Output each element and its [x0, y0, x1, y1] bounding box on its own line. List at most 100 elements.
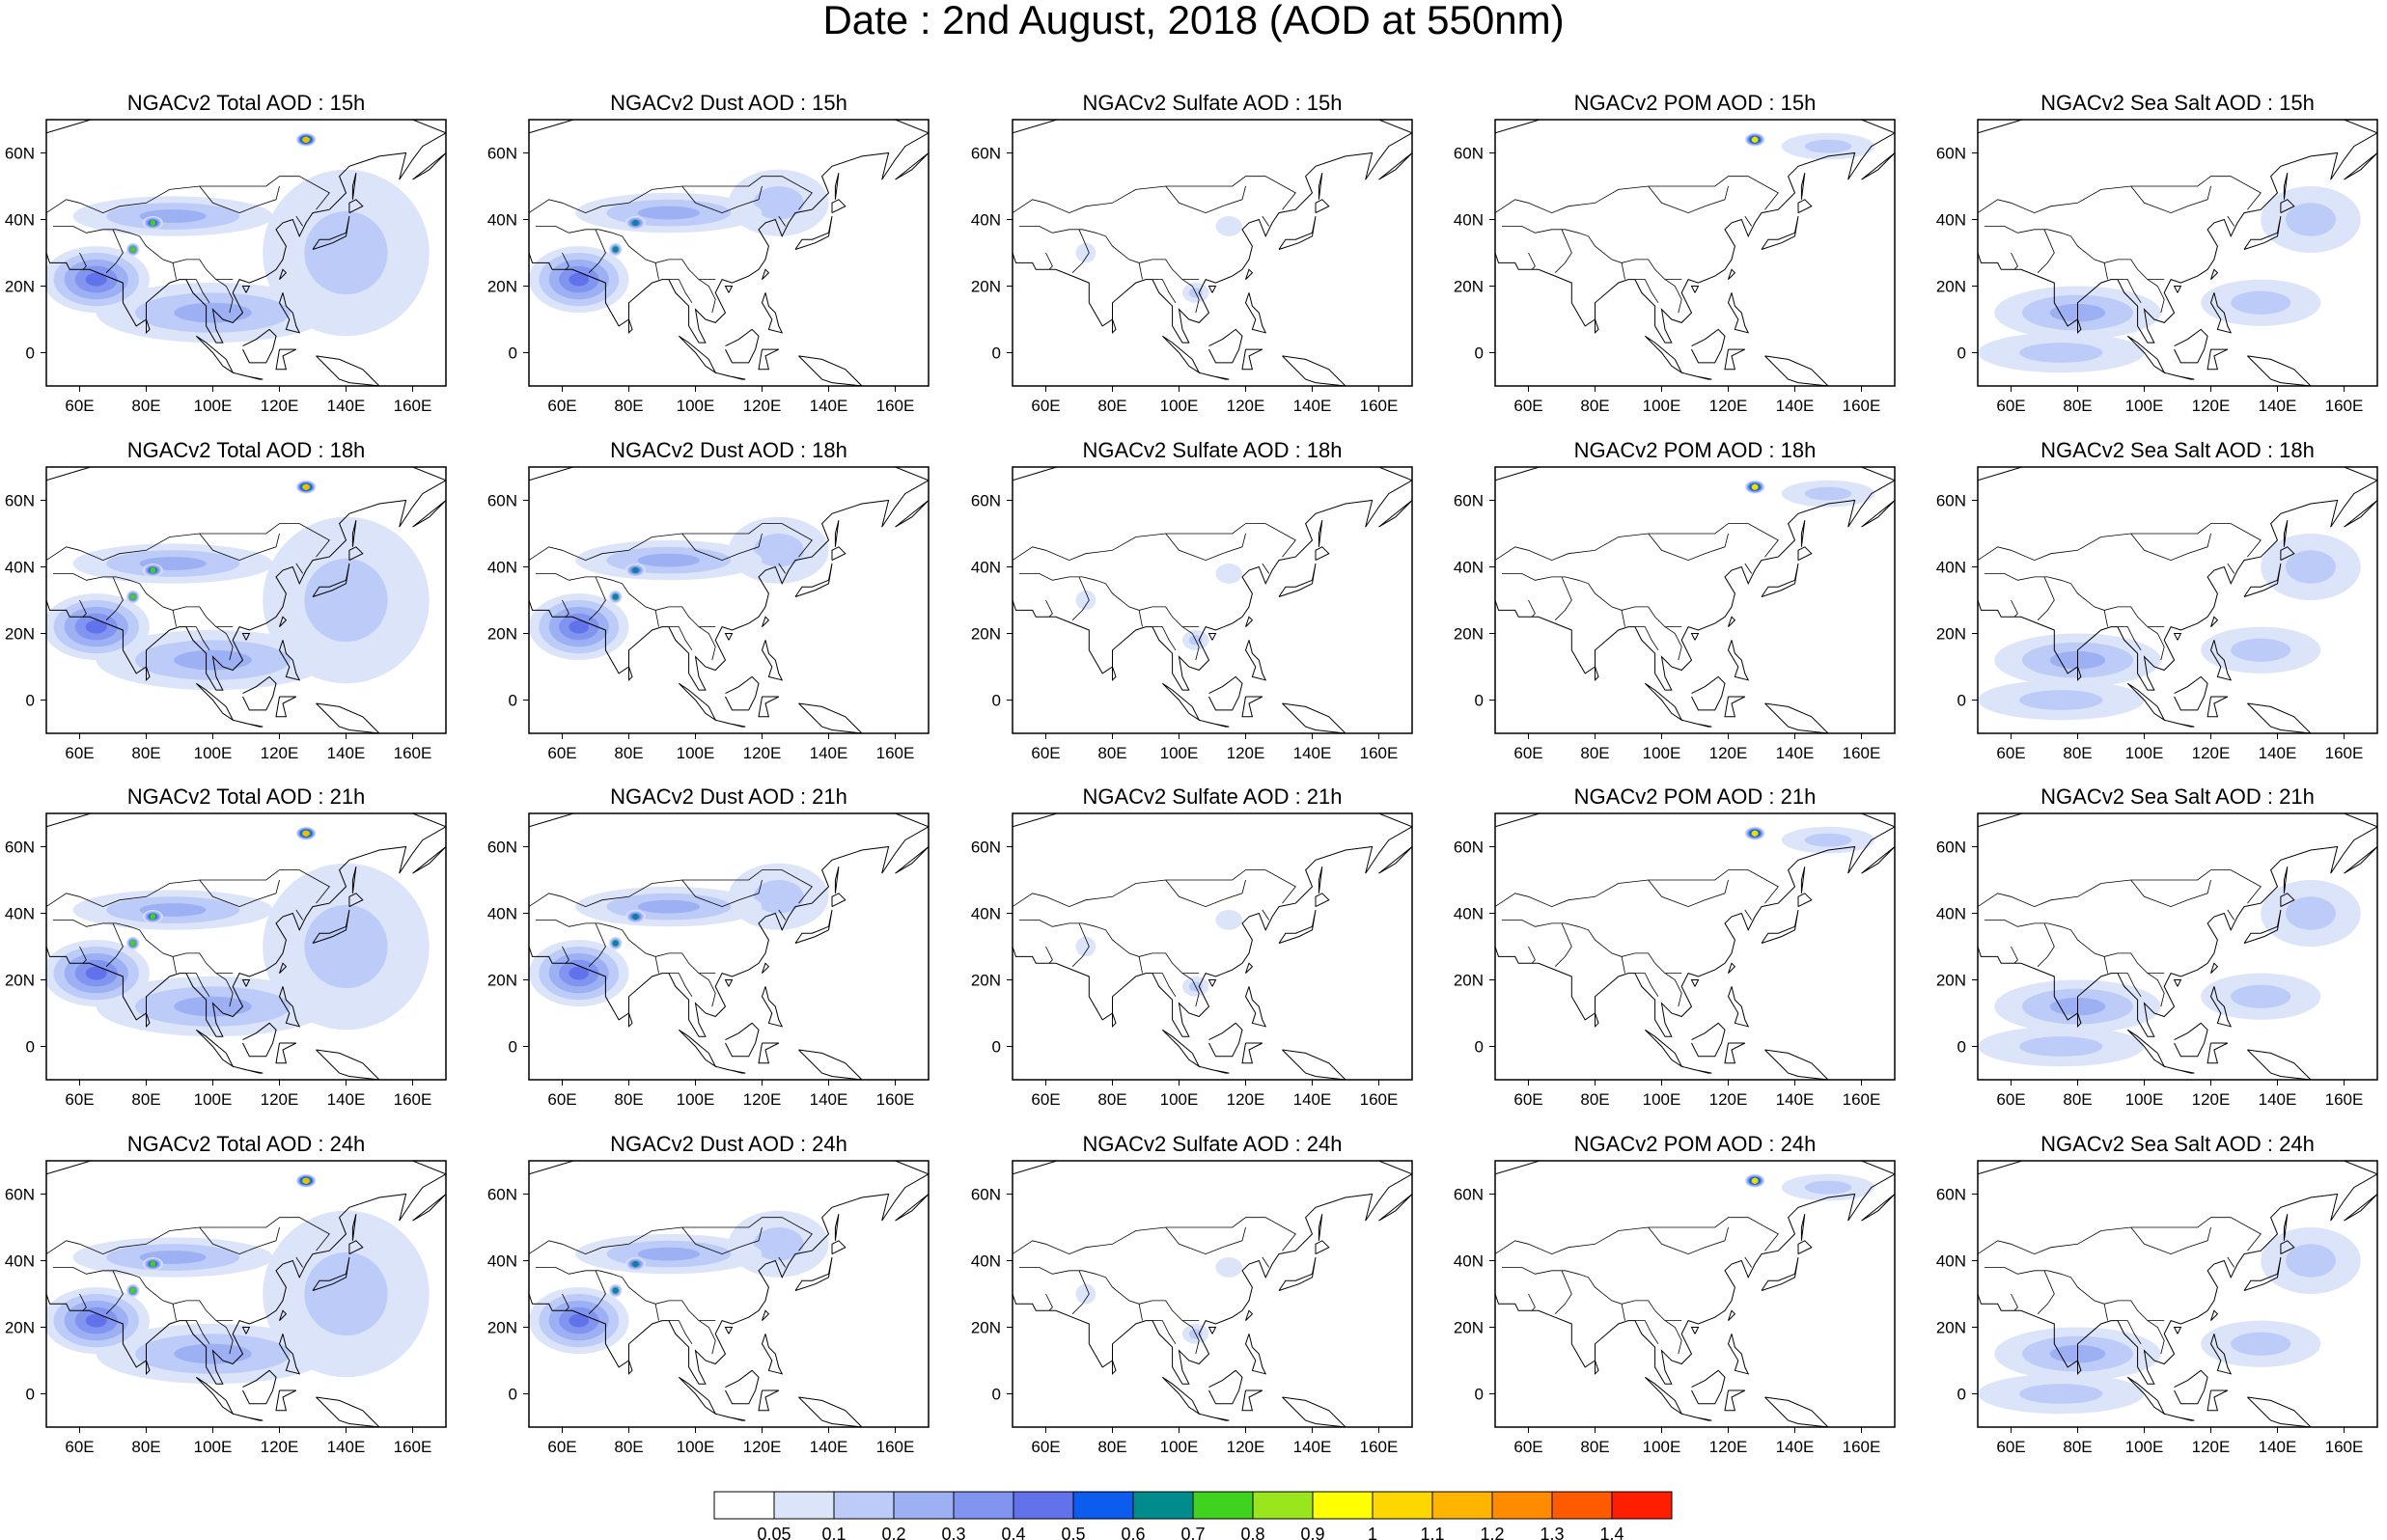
map-background [1495, 813, 1895, 1080]
lat-tick-label: 20N [971, 278, 1001, 296]
map-panel-dust-21: NGACv2 Dust AOD : 21h 60E 80E 100E 120E 140E 1… [487, 784, 930, 1109]
lat-tick-label: 60N [487, 839, 517, 857]
coastline [1728, 268, 1736, 280]
lon-tick-label: 100E [677, 1438, 715, 1456]
coastline [724, 633, 734, 641]
country-border [2227, 909, 2235, 921]
coastline [1013, 120, 1412, 344]
map-frame [1494, 466, 1896, 734]
country-border [46, 523, 330, 562]
country-border [1262, 1256, 1270, 1268]
lon-tick-label: 160E [2325, 744, 2364, 762]
lon-tick-label: 120E [1709, 1438, 1748, 1456]
country-border [681, 1226, 763, 1255]
country-border [1165, 533, 1246, 562]
country-border [668, 279, 693, 304]
coastline [1761, 1256, 1799, 1291]
colorbar-box [833, 1491, 895, 1520]
country-border [1495, 523, 1779, 562]
country-border [1648, 879, 1729, 908]
figure-title: Date : 2nd August, 2018 (AOD at 550nm) [822, 0, 1565, 42]
aod-blob [304, 558, 388, 643]
lat-tick-label: 60N [1454, 1186, 1484, 1204]
aod-blob [612, 246, 619, 253]
map-panel-dust-18: NGACv2 Dust AOD : 18h 60E 80E 100E 120E 140E 1… [487, 438, 930, 762]
lon-tick-label: 140E [1776, 1090, 1815, 1109]
country-border [1621, 1304, 1625, 1321]
coastline [724, 286, 734, 293]
coastline [1861, 500, 1895, 528]
coastline [758, 348, 780, 371]
map-panel-total-18: NGACv2 Total AOD : 18h 60E 80E 100E 120E 140E… [5, 438, 447, 762]
lon-tick-label: 120E [261, 397, 299, 415]
country-border [215, 973, 234, 1007]
coastline [233, 719, 264, 728]
aod-blob [1215, 564, 1243, 584]
country-border [1165, 185, 1246, 214]
country-border [1621, 610, 1625, 627]
aod-blob [2231, 290, 2291, 315]
coastline [2344, 152, 2377, 180]
aod-blob [1752, 1177, 1759, 1184]
lat-tick-label: 60N [1936, 839, 1966, 857]
aod-blob [1804, 1180, 1852, 1195]
aod-blob [1752, 483, 1759, 490]
coastline [1691, 328, 1726, 364]
country-border [1013, 176, 1296, 214]
lon-tick-label: 120E [1227, 1438, 1265, 1456]
lon-tick-label: 60E [65, 397, 94, 415]
coastline [242, 675, 277, 711]
coastline [798, 702, 863, 733]
lat-tick-label: 60N [971, 839, 1001, 857]
country-border [2103, 956, 2108, 974]
map-panel-sulfate-24: NGACv2 Sulfate AOD : 24h 60E 80E 100E 120E 14… [971, 1132, 1413, 1456]
country-border [1501, 920, 1682, 974]
coastline [316, 1049, 380, 1080]
coastline [1724, 1042, 1746, 1064]
colorbar-label: 0.2 [881, 1525, 905, 1540]
map-frame [1977, 119, 2378, 387]
coastline [831, 546, 847, 562]
lon-tick-label: 80E [1097, 744, 1126, 762]
aod-field [1978, 467, 2377, 733]
country-border [1634, 626, 1659, 651]
coastline [1318, 173, 1323, 200]
coastline [242, 328, 277, 364]
map-panel-pom-15: NGACv2 POM AOD : 15h 60E 80E 100E 120E 140E 16… [1454, 91, 1896, 415]
coastline [1595, 1360, 1599, 1376]
coastline [1761, 216, 1799, 250]
coastline [831, 1240, 847, 1255]
lat-tick-label: 0 [992, 344, 1001, 363]
lon-tick-label: 160E [876, 1090, 915, 1109]
lon-tick-label: 80E [614, 397, 643, 415]
lat-tick-label: 60N [487, 145, 517, 163]
coastline [1112, 318, 1117, 334]
country-border [46, 1217, 330, 1255]
coastline [1681, 1413, 1712, 1421]
lon-tick-label: 160E [1360, 744, 1399, 762]
country-border [1554, 576, 1572, 620]
coastline [1282, 702, 1346, 733]
coastline [2174, 675, 2208, 711]
aod-field [529, 813, 929, 1080]
coastline [2207, 696, 2229, 718]
lat-tick-label: 20N [5, 972, 35, 990]
coastline [1797, 1240, 1813, 1255]
coastline [1013, 1161, 1412, 1385]
map-frame [1012, 466, 1413, 734]
coastline [278, 292, 301, 334]
lat-tick-label: 0 [1475, 692, 1484, 710]
lat-tick-label: 60N [1454, 145, 1484, 163]
coastline [233, 1065, 264, 1074]
colorbar-box [1013, 1491, 1074, 1520]
country-border [1634, 1320, 1659, 1345]
colorbar-label: 1.2 [1480, 1525, 1504, 1540]
coastline [279, 1309, 288, 1321]
lat-tick-label: 0 [26, 1386, 35, 1404]
coastline [312, 563, 350, 597]
country-border [295, 215, 304, 227]
coastline [1978, 813, 2377, 1037]
lon-tick-label: 80E [2063, 1438, 2092, 1456]
coastline [2164, 371, 2195, 380]
country-border [698, 279, 716, 314]
